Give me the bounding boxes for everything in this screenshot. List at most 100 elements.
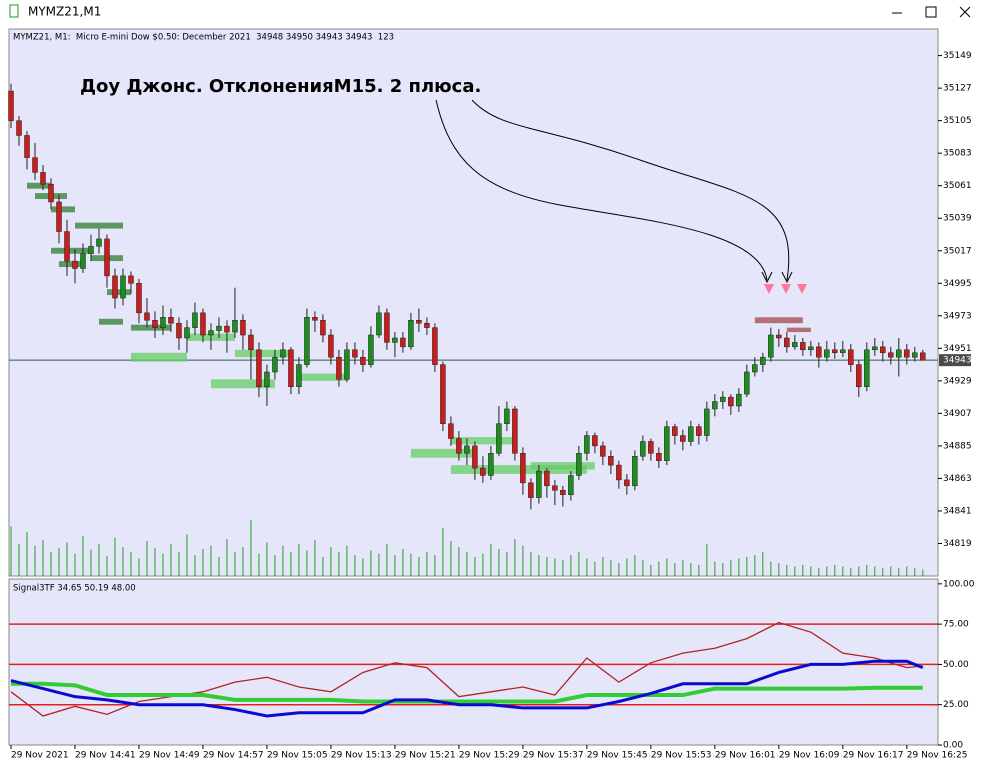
x-tick-label: 29 Nov 16:01 [715,751,776,761]
candle-body [352,349,358,358]
candle-body [880,346,886,354]
x-tick-label: 29 Nov 15:37 [523,751,584,761]
candle-body [608,456,614,466]
candle-body [848,349,854,365]
candle-body [680,435,686,442]
level-zone [26,182,51,189]
candle-body [320,319,326,336]
level-zone [786,327,811,333]
y-tick-label: 100.00 [943,579,975,589]
candle-body [472,445,478,469]
candle-body [448,423,454,439]
candle-body [328,334,334,358]
level-zone [234,349,291,358]
level-zone [98,318,123,325]
candle-body [264,371,270,388]
candle-body [16,120,22,136]
candle-body [776,334,782,339]
y-tick-label: 34863 [943,474,972,484]
current-price-tag [939,354,971,367]
candle-body [384,312,390,343]
candle-body [688,426,694,442]
candle-body [240,319,246,336]
candle-body [464,445,470,454]
arrow-head [781,271,793,284]
candle-body [216,325,222,331]
candle-body [632,456,638,487]
candle-body [720,396,726,402]
candle-body [288,349,294,388]
y-tick-label: 34907 [943,409,972,419]
candle-body [696,426,702,436]
x-tick-label: 29 Nov 2021 [11,751,69,761]
y-tick-label: 34973 [943,311,972,321]
candle-body [552,485,558,491]
candle-body [368,334,374,365]
x-tick-label: 29 Nov 16:09 [779,751,840,761]
candle-body [64,231,70,262]
indicator-panel [8,578,939,746]
candle-body [392,337,398,343]
signal-arrows [764,284,807,294]
y-tick-label: 34885 [943,441,972,451]
y-tick-label: 35149 [943,51,972,61]
candle-body [232,319,238,333]
candle-body [224,325,230,333]
candle-body [544,470,550,487]
level-zone [450,465,587,474]
candle-body [48,183,54,203]
candle-body [200,312,206,336]
x-tick-label: 29 Nov 15:05 [267,751,328,761]
x-tick-label: 29 Nov 14:41 [75,751,136,761]
candle-body [872,346,878,351]
candle-body [616,464,622,481]
candle-body [568,475,574,495]
y-tick-label: 34951 [943,344,972,354]
indicator-line [10,659,924,718]
close-button[interactable] [959,6,971,18]
candle-body [496,423,502,454]
candle-body [840,349,846,354]
candle-body [24,135,30,158]
candle-body [744,371,750,395]
candle-body [432,327,438,365]
candle-body [904,349,910,358]
candle-body [152,319,158,328]
candle-body [640,441,646,457]
candle-body [800,342,806,351]
y-tick-label: 35061 [943,181,972,191]
candle-body [376,312,382,336]
maximize-button[interactable] [925,6,937,18]
candle-body [248,334,254,351]
indicator-line [10,681,923,704]
candle-body [600,445,606,457]
y-tick-label: 35105 [943,116,972,126]
candle-body [128,275,134,284]
candle-body [136,283,142,314]
candle-body [560,490,566,495]
candle-body [168,317,174,324]
candle-body [824,349,830,358]
candle-body [184,327,190,339]
x-tick-label: 29 Nov 15:45 [587,751,648,761]
y-tick-label: 0.00 [943,741,963,751]
y-tick-label: 34929 [943,376,972,386]
level-zone [74,222,123,229]
candle-body [120,275,126,299]
level-zone [130,324,171,331]
level-zone [50,206,75,213]
y-tick-label: 35017 [943,246,972,256]
candle-body [504,408,510,424]
indicator-title: Signal3TF 34.65 50.19 48.00 [13,584,136,594]
x-tick-label: 29 Nov 15:13 [331,751,392,761]
level-zone [130,352,187,362]
level-zone [106,289,131,296]
candle-body [760,356,766,365]
candle-body [488,453,494,476]
candle-body [792,342,798,348]
indicator-line [10,621,923,717]
candle-body [512,408,518,454]
candle-body [648,441,654,454]
level-zone [754,317,803,324]
